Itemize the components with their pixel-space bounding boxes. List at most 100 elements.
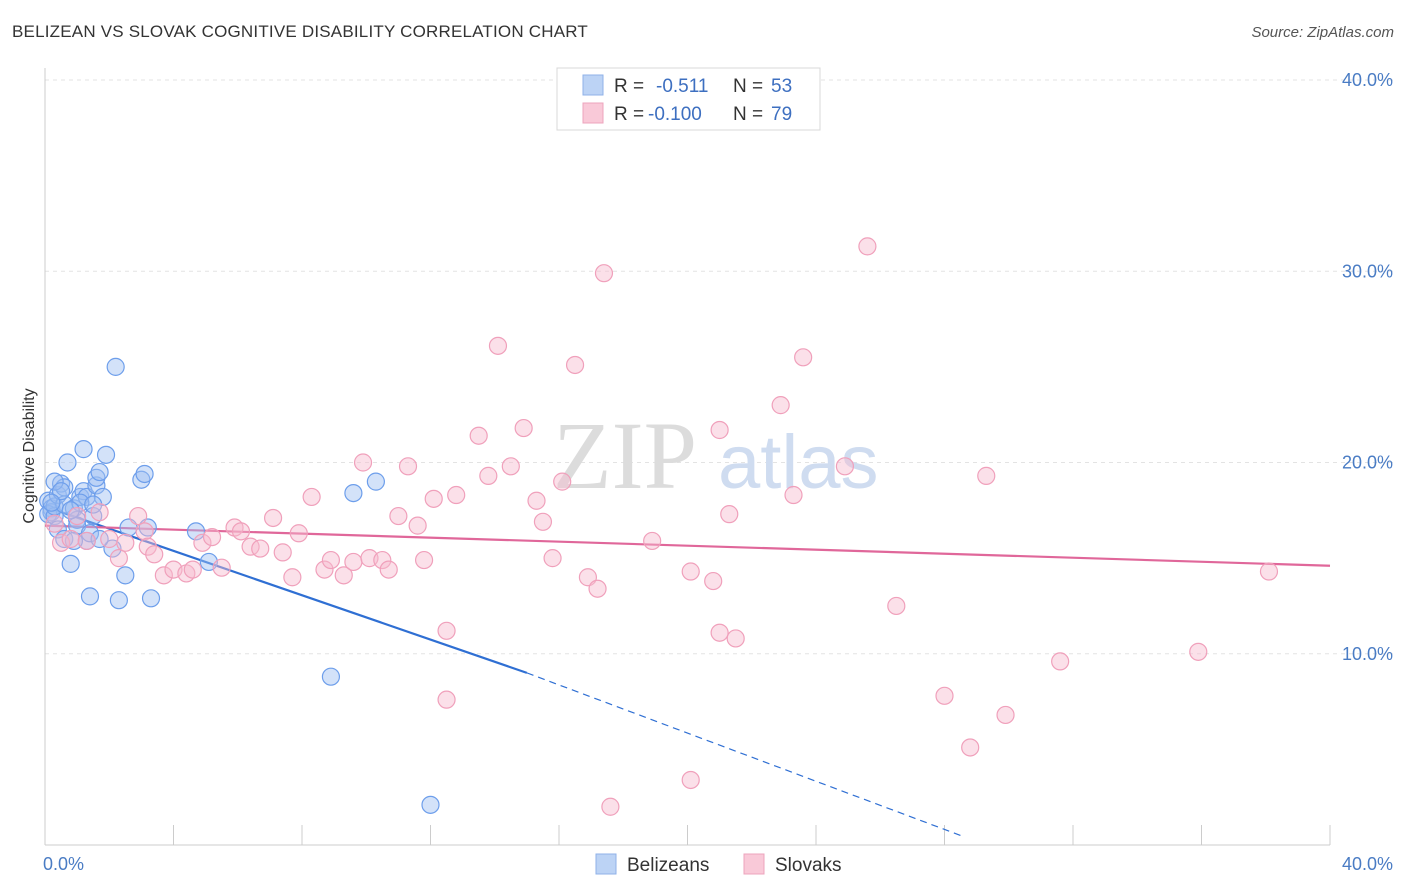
data-point-slovaks: [379, 560, 398, 579]
watermark-zip: ZIP: [553, 402, 697, 509]
legend-swatch-belizeans: [582, 74, 604, 96]
data-point-slovaks: [1259, 562, 1279, 581]
data-point-slovaks: [437, 621, 456, 640]
data-point-belizeans: [42, 493, 61, 512]
data-point-slovaks: [100, 529, 119, 549]
data-point-slovaks: [373, 550, 392, 570]
data-point-slovaks: [479, 466, 498, 485]
data-point-slovaks: [601, 797, 620, 816]
data-point-slovaks: [794, 348, 813, 367]
data-point-slovaks: [543, 549, 562, 568]
data-point-slovaks: [251, 539, 270, 558]
data-point-slovaks: [116, 533, 135, 552]
data-point-slovaks: [263, 508, 283, 528]
data-point-belizeans: [421, 795, 440, 814]
data-point-slovaks: [1051, 652, 1070, 671]
data-point-belizeans: [93, 487, 112, 507]
series-legend: Belizeans Slovaks: [595, 853, 842, 876]
data-point-belizeans: [45, 472, 64, 491]
data-point-slovaks: [469, 426, 488, 445]
data-point-slovaks: [212, 558, 231, 577]
data-point-slovaks: [996, 705, 1015, 725]
data-point-slovaks: [129, 506, 148, 526]
legend-n-value-slovaks: 79: [771, 104, 792, 125]
data-point-slovaks: [1189, 642, 1208, 661]
data-point-belizeans: [87, 468, 106, 487]
data-point-slovaks: [183, 560, 202, 579]
data-point-belizeans: [90, 462, 109, 482]
legend-swatch-slovaks: [582, 102, 604, 124]
data-point-slovaks: [398, 457, 418, 476]
data-point-slovaks: [231, 522, 251, 541]
x-tick-label-max: 40.0%: [1342, 854, 1393, 874]
data-point-slovaks: [77, 531, 96, 551]
legend-r-label-2: R =: [614, 104, 644, 125]
data-point-slovaks: [302, 487, 321, 507]
data-point-slovaks: [45, 514, 64, 533]
data-point-slovaks: [935, 686, 954, 705]
data-point-belizeans: [344, 484, 363, 503]
data-point-slovaks: [68, 506, 87, 526]
watermark-atlas: atlas: [718, 420, 879, 505]
data-point-slovaks: [720, 505, 739, 524]
data-point-slovaks: [643, 531, 662, 551]
legend-r-label-1: R =: [614, 76, 644, 97]
data-point-slovaks: [437, 690, 456, 709]
trend-extension-belizeans: [526, 672, 961, 836]
data-point-slovaks: [977, 466, 996, 485]
data-point-slovaks: [887, 596, 906, 616]
data-point-belizeans: [141, 589, 161, 608]
y-tick-label: 20.0%: [1342, 453, 1393, 473]
data-point-slovaks: [90, 503, 109, 522]
series-legend-swatch-slovaks: [743, 853, 765, 875]
trend-line-belizeans: [44, 505, 528, 674]
data-point-slovaks: [334, 566, 353, 585]
data-points: [39, 237, 1279, 816]
data-point-slovaks: [408, 516, 427, 535]
data-point-slovaks: [344, 552, 363, 572]
data-point-slovaks: [594, 264, 614, 283]
y-tick-label: 30.0%: [1342, 261, 1393, 281]
data-point-slovaks: [835, 457, 855, 476]
data-point-belizeans: [80, 587, 100, 606]
axes: [44, 68, 1331, 846]
chart-title: BELIZEAN VS SLOVAK COGNITIVE DISABILITY …: [12, 22, 589, 41]
trend-line-slovaks: [44, 524, 1331, 567]
legend-n-label-2: N =: [733, 104, 763, 125]
data-point-slovaks: [710, 420, 729, 440]
data-point-slovaks: [961, 738, 980, 757]
data-point-belizeans: [321, 667, 341, 686]
y-tick-label: 10.0%: [1342, 644, 1393, 664]
data-point-slovaks: [488, 336, 508, 355]
data-point-belizeans: [58, 453, 77, 472]
data-point-slovaks: [321, 550, 341, 570]
data-point-slovaks: [353, 453, 373, 472]
data-point-slovaks: [553, 472, 572, 491]
source-credit: Source: ZipAtlas.com: [1251, 24, 1394, 41]
legend-r-value-slovaks: -0.100: [648, 104, 702, 125]
data-point-slovaks: [315, 560, 334, 579]
series-legend-slovaks: Slovaks: [775, 855, 842, 876]
data-point-slovaks: [704, 571, 723, 591]
data-point-slovaks: [273, 543, 292, 562]
data-point-slovaks: [283, 568, 302, 587]
data-point-slovaks: [193, 533, 212, 552]
data-point-belizeans: [74, 440, 93, 459]
data-point-belizeans: [135, 464, 154, 484]
data-point-slovaks: [501, 457, 520, 476]
data-point-slovaks: [424, 489, 443, 508]
data-point-slovaks: [447, 485, 466, 505]
data-point-belizeans: [116, 566, 135, 585]
series-legend-belizeans: Belizeans: [627, 855, 709, 876]
legend-n-value-belizeans: 53: [771, 76, 792, 97]
data-point-slovaks: [588, 579, 607, 598]
data-point-slovaks: [514, 418, 533, 438]
data-point-slovaks: [202, 527, 222, 547]
data-point-belizeans: [106, 357, 125, 376]
data-point-slovaks: [858, 237, 877, 256]
data-point-slovaks: [135, 522, 154, 541]
data-point-slovaks: [681, 770, 700, 790]
y-axis-label: Cognitive Disability: [21, 388, 38, 523]
data-point-slovaks: [109, 549, 128, 568]
